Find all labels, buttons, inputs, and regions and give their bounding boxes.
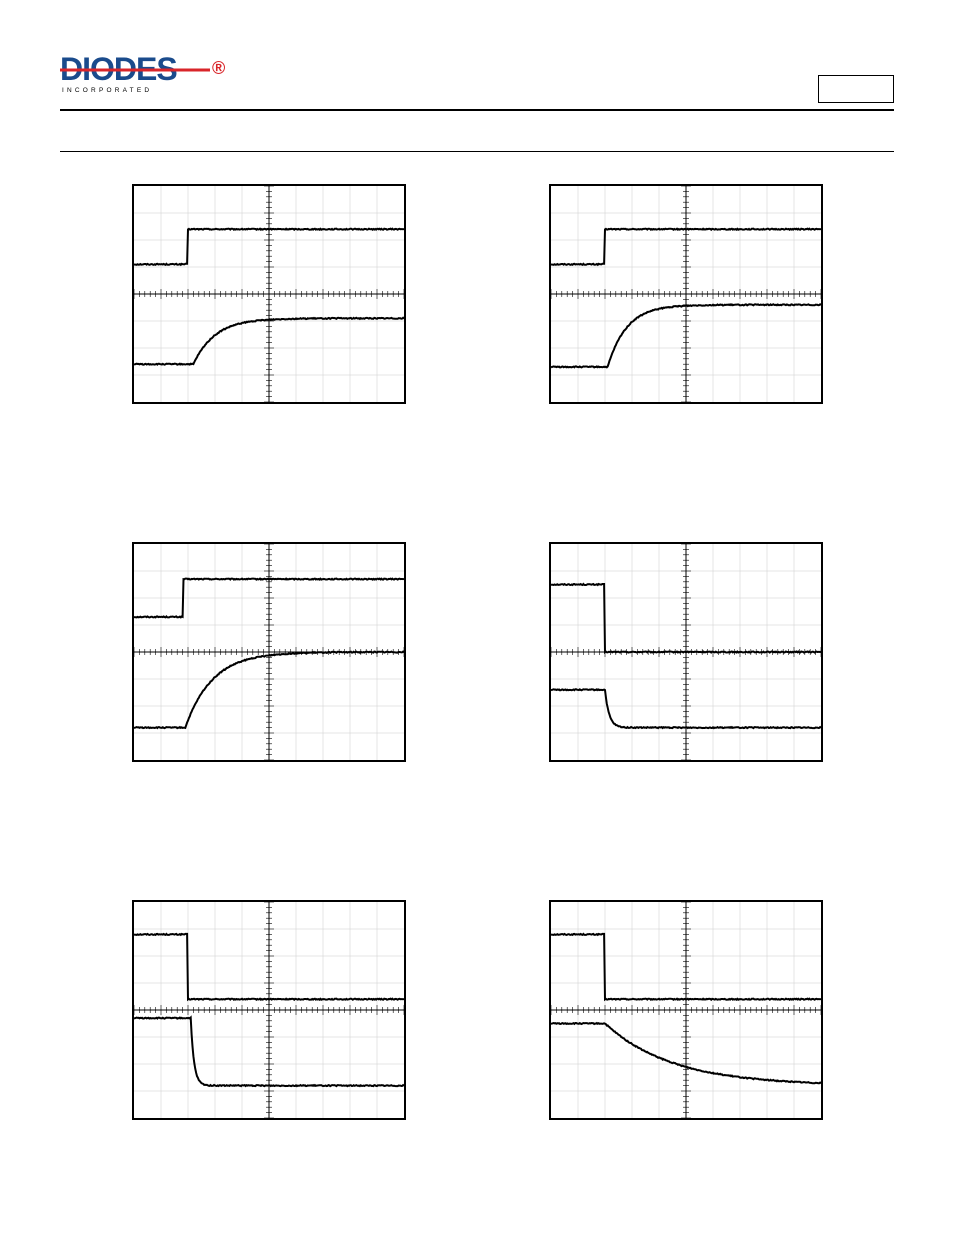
chart-cell: [527, 542, 844, 810]
chart-cell: [110, 184, 427, 452]
divider-sub: [60, 151, 894, 152]
charts-grid: [60, 174, 894, 1168]
chart-cell: [110, 542, 427, 810]
legend-left: [169, 158, 369, 170]
chart-cell: [527, 900, 844, 1168]
oscilloscope-plot: [549, 900, 823, 1120]
chart-cell: [527, 184, 844, 452]
diodes-logo: DIODES ® INCORPORATED: [60, 50, 230, 103]
divider-top: [60, 109, 894, 111]
oscilloscope-plot: [132, 542, 406, 762]
section-title: [60, 115, 894, 133]
page: DIODES ® INCORPORATED: [0, 0, 954, 1235]
oscilloscope-plot: [132, 184, 406, 404]
chart-cell: [110, 900, 427, 1168]
oscilloscope-plot: [549, 542, 823, 762]
product-code-box: [818, 75, 894, 103]
oscilloscope-plot: [549, 184, 823, 404]
svg-text:INCORPORATED: INCORPORATED: [62, 87, 152, 94]
header: DIODES ® INCORPORATED: [60, 50, 894, 103]
svg-text:®: ®: [212, 58, 225, 78]
legend-right: [586, 158, 786, 170]
legend-row: [60, 158, 894, 170]
oscilloscope-plot: [132, 900, 406, 1120]
